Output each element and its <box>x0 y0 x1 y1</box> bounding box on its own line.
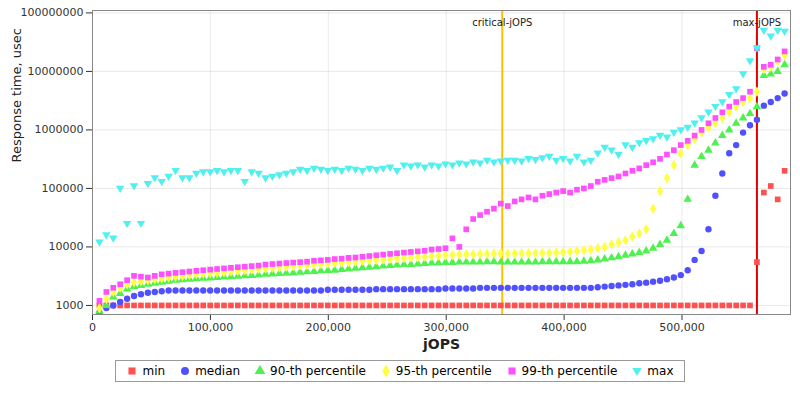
svg-text:100000: 100000 <box>42 182 84 195</box>
svg-text:1000000: 1000000 <box>35 123 84 136</box>
svg-text:100000000: 100000000 <box>21 6 84 19</box>
html-text:99-th percentile: 99-th percentile <box>521 364 618 378</box>
svg-text:critical-jOPS: critical-jOPS <box>472 17 532 28</box>
svg-text:0: 0 <box>89 321 96 334</box>
html-text:max: max <box>647 364 674 378</box>
svg-text:400,000: 400,000 <box>541 321 587 334</box>
svg-text:Response time, usec: Response time, usec <box>9 28 24 162</box>
html-text:95-th percentile: 95-th percentile <box>395 364 492 378</box>
svg-text:10000: 10000 <box>49 240 84 253</box>
svg-text:300,000: 300,000 <box>423 321 469 334</box>
svg-text:jOPS: jOPS <box>422 336 460 352</box>
svg-text:100,000: 100,000 <box>188 321 234 334</box>
html-text:90-th percentile: 90-th percentile <box>270 364 366 378</box>
html-text:median: median <box>195 364 241 378</box>
svg-text:200,000: 200,000 <box>306 321 352 334</box>
html-text:min: min <box>142 364 166 378</box>
svg-text:10000000: 10000000 <box>28 65 84 78</box>
svg-text:1000: 1000 <box>56 299 84 312</box>
svg-text:max-jOPS: max-jOPS <box>733 17 781 28</box>
svg-text:500,000: 500,000 <box>659 321 705 334</box>
